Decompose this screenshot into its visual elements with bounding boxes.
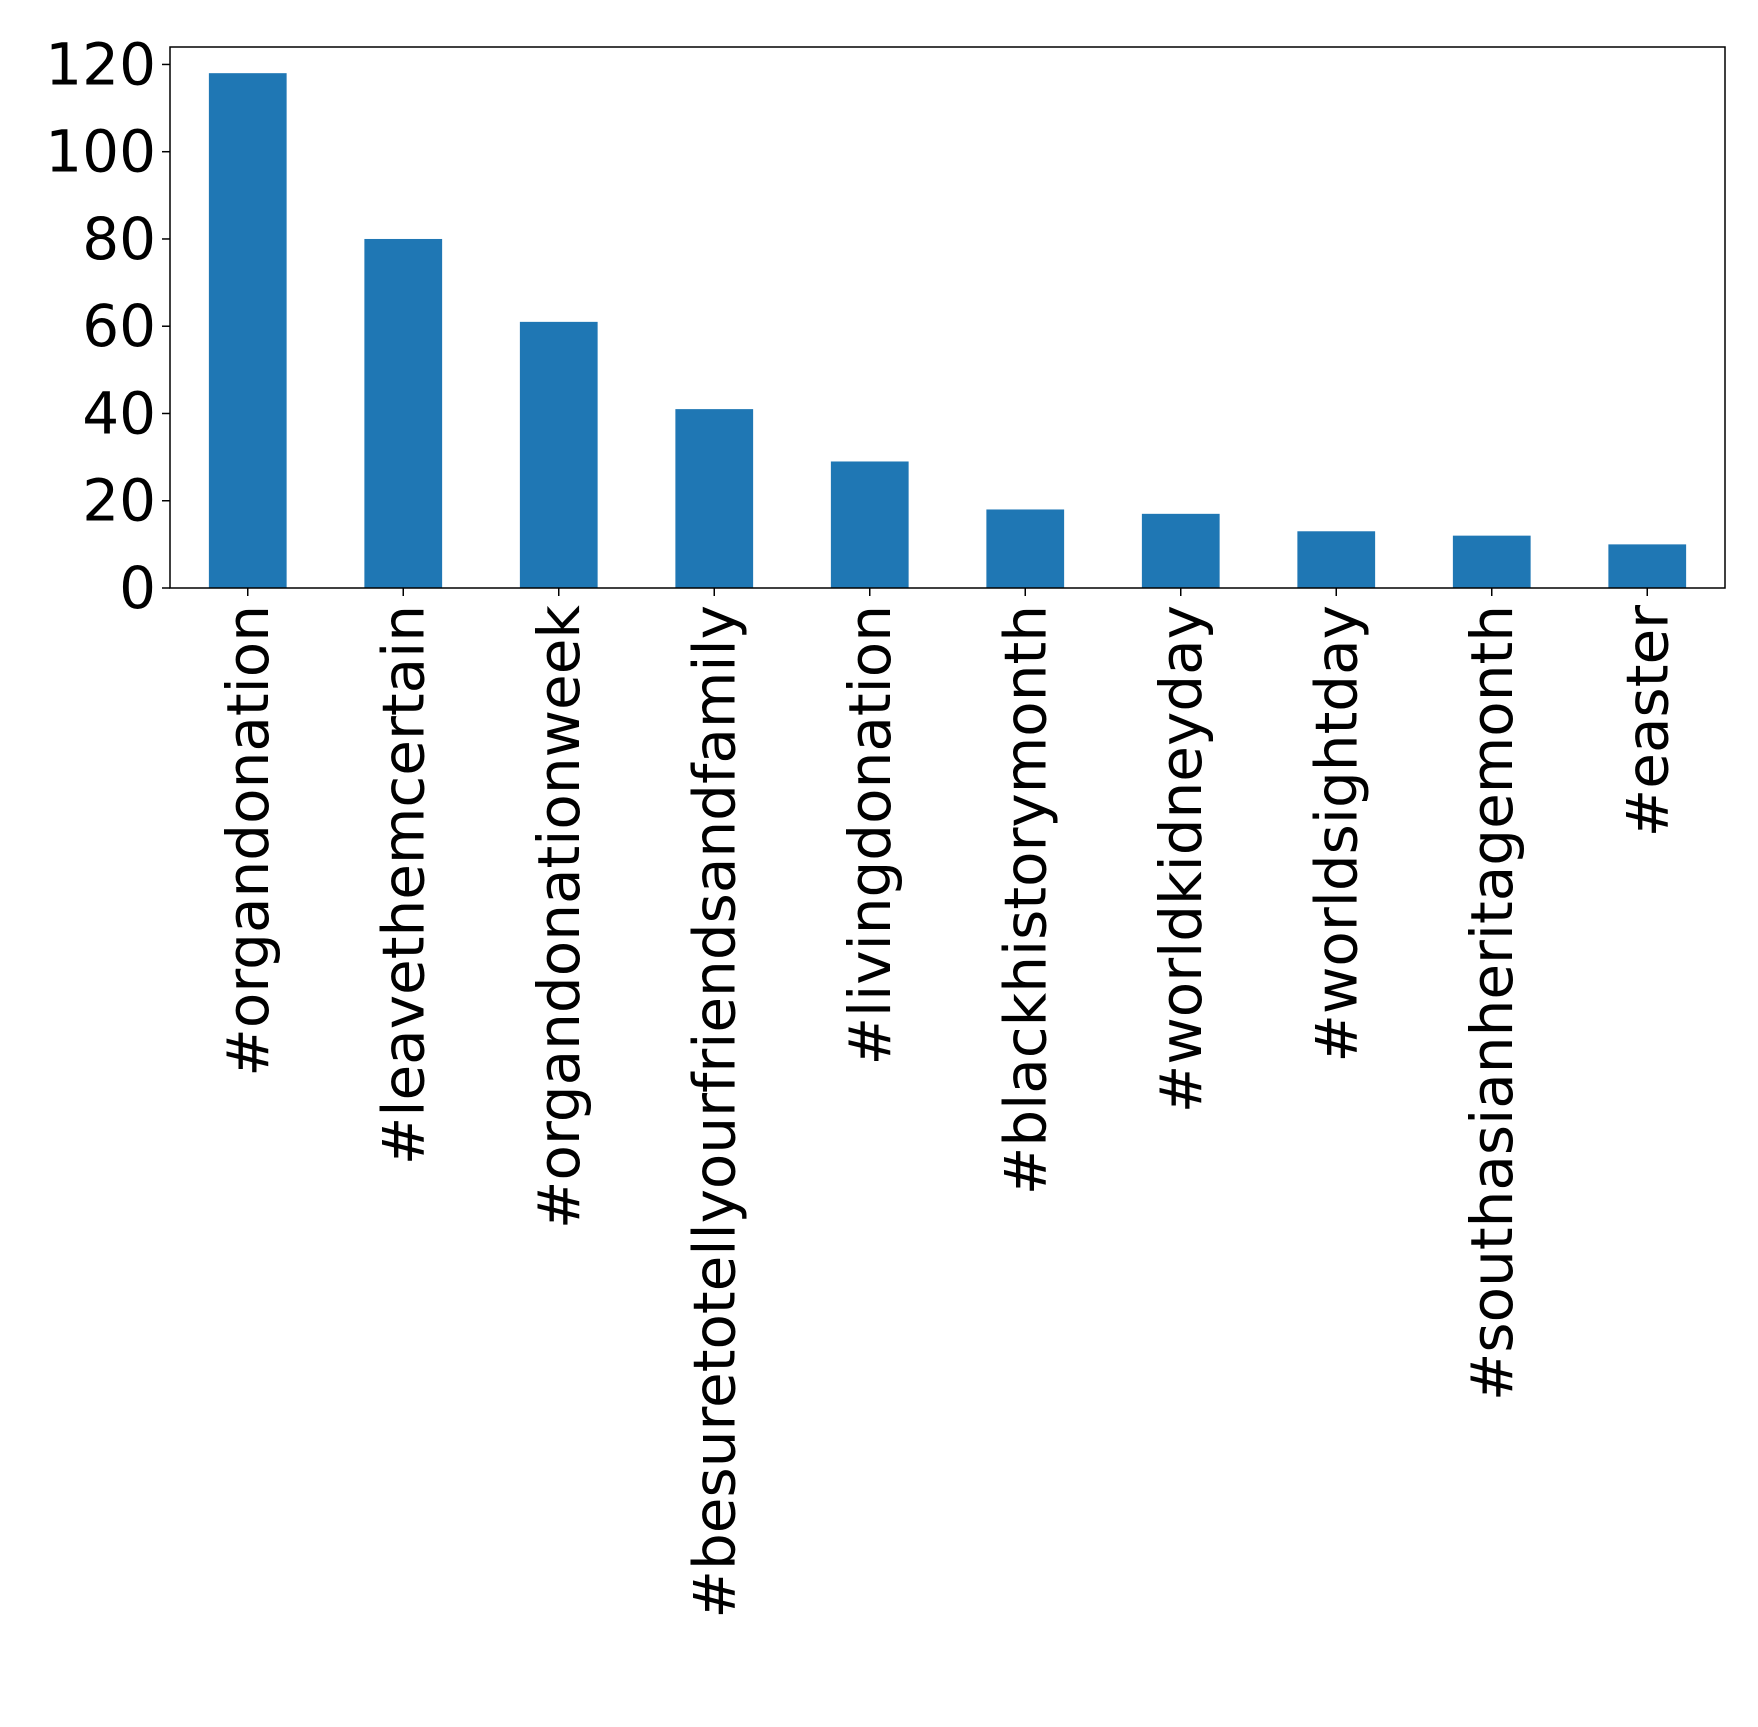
x-tick-label: #worldsightday: [1302, 605, 1370, 1063]
bar-organdonationweek: [519, 321, 598, 588]
y-tick-label: 20: [82, 467, 156, 535]
x-tick-label: #southasianheritagemonth: [1458, 605, 1526, 1401]
bar-easter: [1608, 544, 1687, 588]
y-tick-label: 60: [82, 292, 156, 360]
x-tick-label: #blackhistorymonth: [991, 605, 1059, 1195]
x-tick-label: #organdonationweek: [525, 605, 593, 1230]
bar-besuretotellyourfriendsandfamily: [675, 409, 754, 588]
bar-blackhistorymonth: [986, 509, 1065, 588]
y-axis: 0 20 40 60 80 100 120: [45, 30, 170, 622]
bar-worldkidneyday: [1141, 513, 1220, 588]
y-tick-label: 120: [45, 30, 156, 98]
bar-livingdonation: [830, 461, 909, 588]
x-tick-label: #livingdonation: [836, 605, 904, 1066]
x-tick-label: #organdonation: [214, 605, 282, 1077]
x-tick-label: #easter: [1613, 605, 1681, 837]
x-axis: #organdonation #leavethemcertain #organdon…: [214, 588, 1681, 1619]
x-tick-label: #worldkidneyday: [1147, 605, 1215, 1113]
bar-leavethemcertain: [364, 238, 443, 588]
bar-southasianheritagemonth: [1452, 535, 1531, 588]
bar-worldsightday: [1297, 531, 1376, 588]
y-tick-label: 40: [82, 379, 156, 447]
bars-layer: [208, 73, 1687, 589]
y-tick-label: 100: [45, 118, 156, 186]
y-tick-label: 0: [119, 554, 156, 622]
plot-frame: [169, 46, 1726, 589]
y-tick-label: 80: [82, 205, 156, 273]
bar-organdonation: [208, 73, 287, 589]
x-tick-label: #besuretotellyourfriendsandfamily: [680, 605, 748, 1619]
x-tick-label: #leavethemcertain: [369, 605, 437, 1165]
